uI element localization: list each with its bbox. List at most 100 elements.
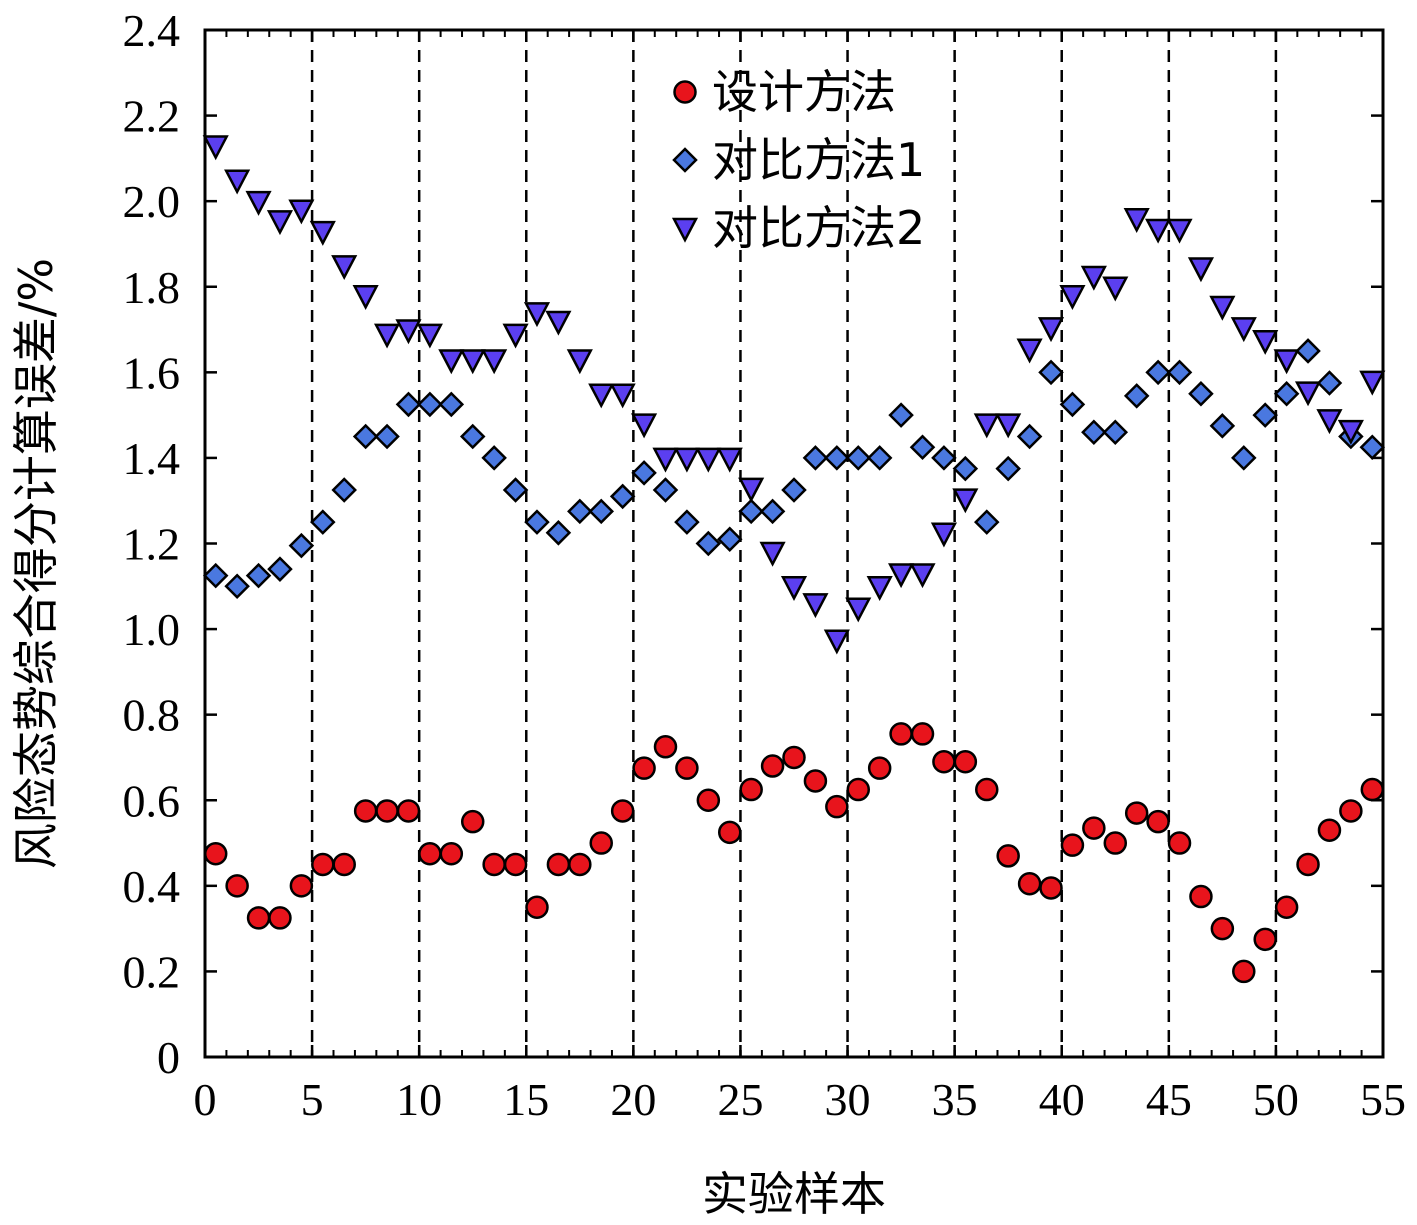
series-1-point xyxy=(225,874,249,898)
series-1-point xyxy=(867,756,892,780)
series-2-point xyxy=(267,556,293,582)
series-2-point xyxy=(845,445,872,471)
series-2-point xyxy=(524,509,550,535)
y-tick-label: 1.2 xyxy=(123,519,181,570)
series-2-point xyxy=(1038,359,1064,386)
series-3-point xyxy=(631,413,658,439)
series-3-point xyxy=(352,285,379,311)
series-1-point xyxy=(1082,816,1106,840)
series-3-point xyxy=(202,135,229,161)
series-1-point xyxy=(675,756,699,780)
y-tick-label: 1.0 xyxy=(123,604,181,655)
series-3-point xyxy=(845,597,872,623)
series-2-point xyxy=(1359,434,1386,460)
series-1-point xyxy=(353,799,378,823)
series-1-point xyxy=(525,895,549,919)
x-tick-label: 45 xyxy=(1146,1074,1192,1125)
series-1-point xyxy=(1167,831,1192,855)
series-3-point xyxy=(759,541,786,567)
series-1-point xyxy=(1232,959,1256,984)
y-tick-label: 0.4 xyxy=(123,861,181,912)
series-2 xyxy=(202,338,1386,600)
series-2-point xyxy=(1102,419,1129,446)
series-3-point xyxy=(695,447,722,473)
y-tick-label: 1.6 xyxy=(123,347,181,398)
series-1-point xyxy=(760,754,785,778)
y-tick-label: 2.4 xyxy=(123,5,181,56)
x-tick-label: 5 xyxy=(301,1074,324,1125)
series-3 xyxy=(202,135,1386,655)
series-1-point xyxy=(889,722,913,746)
series-1-point xyxy=(1210,916,1235,941)
series-3-point xyxy=(566,349,593,375)
series-2-point xyxy=(310,509,336,535)
series-2-point xyxy=(352,423,379,450)
series-2-point xyxy=(1231,445,1257,471)
series-3-point xyxy=(1080,265,1107,291)
y-tick-label: 2.2 xyxy=(123,91,181,142)
series-1-point xyxy=(375,799,399,823)
legend-marker-1 xyxy=(673,80,697,104)
series-layer xyxy=(202,135,1386,984)
series-2-point xyxy=(1123,383,1150,409)
series-1-point xyxy=(610,799,635,823)
series-1-point xyxy=(1274,895,1299,919)
series-1-point xyxy=(311,852,335,877)
series-2-point xyxy=(631,460,657,486)
series-2-point xyxy=(481,445,507,471)
y-tick-label: 0.6 xyxy=(123,775,181,826)
series-2-point xyxy=(1059,391,1086,418)
x-tick-label: 55 xyxy=(1360,1074,1406,1125)
series-1-point xyxy=(1124,801,1149,825)
series-2-point xyxy=(245,562,272,589)
series-1-point xyxy=(396,799,421,823)
series-2-point xyxy=(417,391,443,418)
series-3-point xyxy=(780,576,808,601)
series-1-point xyxy=(332,852,356,877)
y-tick-label: 1.4 xyxy=(123,433,181,484)
series-2-point xyxy=(866,445,893,471)
series-1-point xyxy=(1189,884,1213,909)
series-1-point xyxy=(1360,777,1385,802)
series-2-point xyxy=(1081,419,1107,446)
series-3-point xyxy=(266,210,294,236)
series-2-point xyxy=(824,445,850,471)
series-3-point xyxy=(373,323,401,349)
series-1-point xyxy=(932,749,956,774)
series-3-point xyxy=(1337,419,1364,445)
series-2-point xyxy=(567,498,593,525)
series-3-point xyxy=(288,199,315,225)
series-3-point xyxy=(523,302,551,328)
x-tick-label: 10 xyxy=(396,1074,442,1125)
y-tick-label: 0.2 xyxy=(123,946,181,997)
series-1-point xyxy=(1317,818,1342,842)
series-3-point xyxy=(588,383,615,409)
series-3-point xyxy=(224,169,251,195)
series-3-point xyxy=(502,323,529,349)
series-1-point xyxy=(289,874,314,898)
series-3-point xyxy=(245,190,272,216)
series-3-point xyxy=(866,576,893,601)
series-3-point xyxy=(1037,317,1065,343)
series-1-point xyxy=(803,769,828,793)
y-axis-ticks: 0 0.2 0.4 0.6 0.8 1.0 1.2 1.4 1.6 1.8 2.0 2.2 2.4 xyxy=(123,5,1383,1083)
series-2-point xyxy=(652,477,679,503)
legend-marker-2 xyxy=(672,147,698,173)
series-1-point xyxy=(953,749,978,774)
x-tick-label: 15 xyxy=(503,1074,549,1125)
series-1-point xyxy=(975,777,999,802)
series-1-point xyxy=(1253,927,1277,952)
series-2-point xyxy=(1209,413,1236,439)
series-3-point xyxy=(952,488,979,514)
plot-frame xyxy=(203,28,1385,1059)
series-1-point xyxy=(910,722,935,746)
legend-label-3: 对比方法2 xyxy=(712,201,925,255)
series-1-point xyxy=(825,794,849,819)
series-3-point xyxy=(1230,317,1257,343)
series-2-point xyxy=(1188,380,1214,407)
series-3-point xyxy=(716,447,743,473)
series-3-point xyxy=(481,349,508,375)
series-1-point xyxy=(1039,876,1063,900)
series-2-point xyxy=(459,423,486,450)
